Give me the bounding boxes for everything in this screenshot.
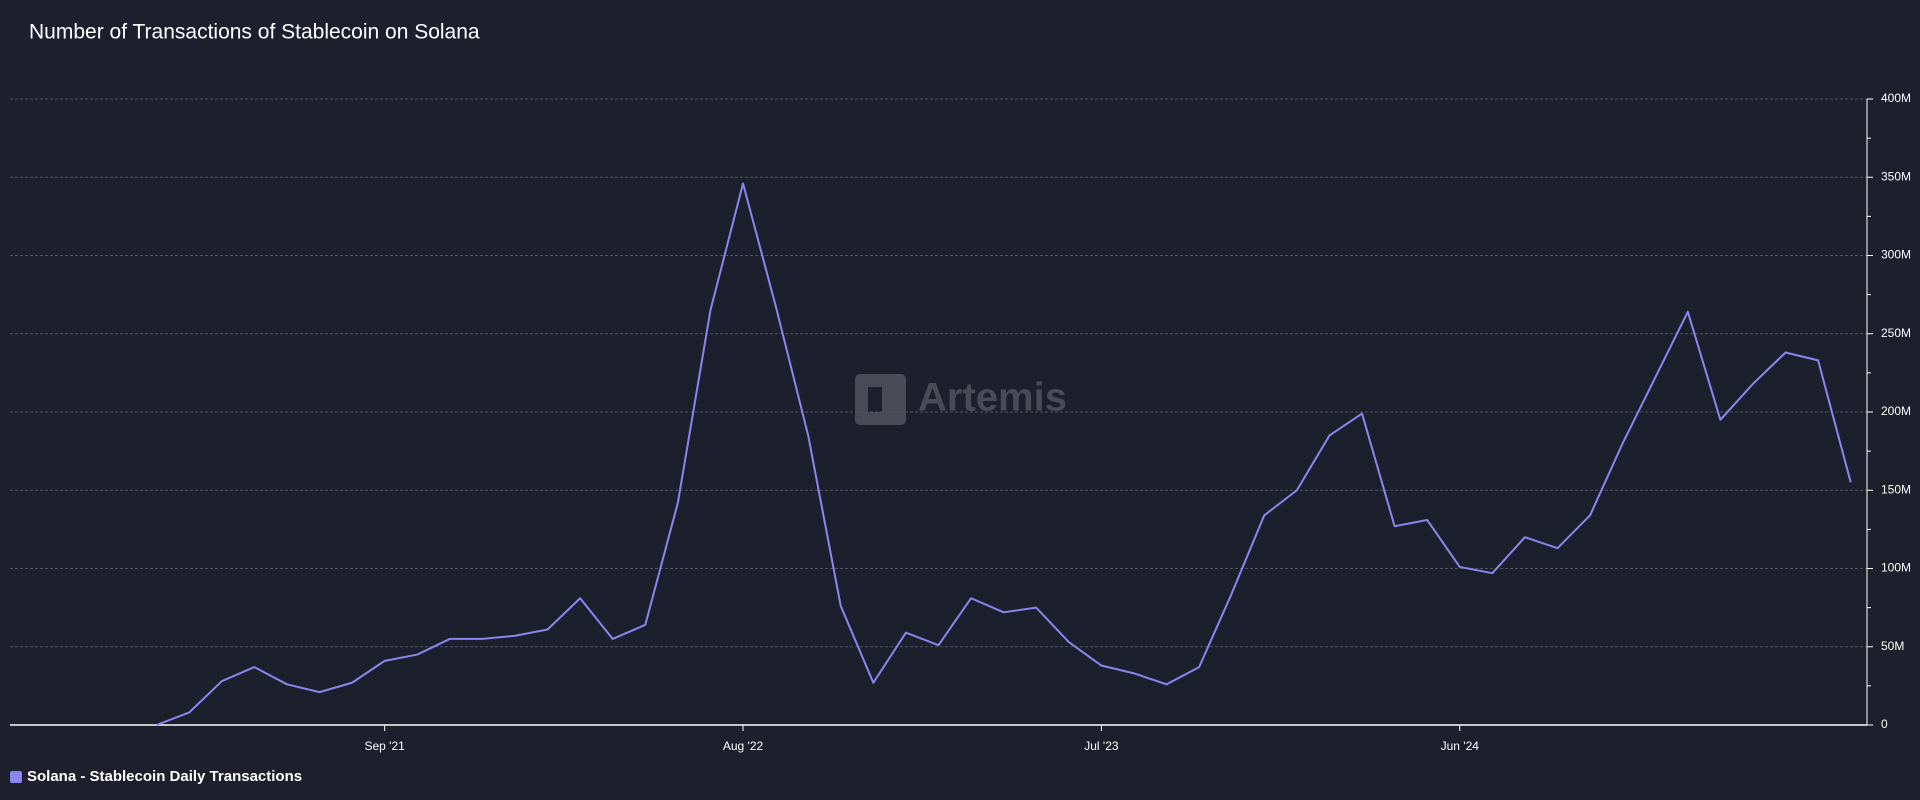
x-tick-label: Jul '23 [1084, 739, 1119, 753]
legend-swatch [10, 771, 22, 783]
x-tick-label: Sep '21 [364, 739, 405, 753]
chart-title: Number of Transactions of Stablecoin on … [29, 21, 480, 44]
watermark: Artemis [855, 374, 1067, 425]
y-tick-label: 0 [1881, 717, 1888, 731]
x-tick-label: Aug '22 [723, 739, 764, 753]
y-tick-label: 150M [1881, 482, 1911, 496]
data-line [156, 182, 1852, 726]
y-tick-label: 250M [1881, 326, 1911, 340]
y-tick-label: 50M [1881, 639, 1904, 653]
y-tick-label: 100M [1881, 561, 1911, 575]
y-tick-label: 400M [1881, 91, 1911, 105]
watermark-text: Artemis [918, 376, 1067, 420]
legend-label: Solana - Stablecoin Daily Transactions [27, 768, 302, 785]
watermark-logo-cut [868, 387, 882, 412]
y-tick-label: 350M [1881, 169, 1911, 183]
y-tick-label: 300M [1881, 248, 1911, 262]
x-tick-label: Jun '24 [1441, 739, 1480, 753]
y-tick-label: 200M [1881, 404, 1911, 418]
